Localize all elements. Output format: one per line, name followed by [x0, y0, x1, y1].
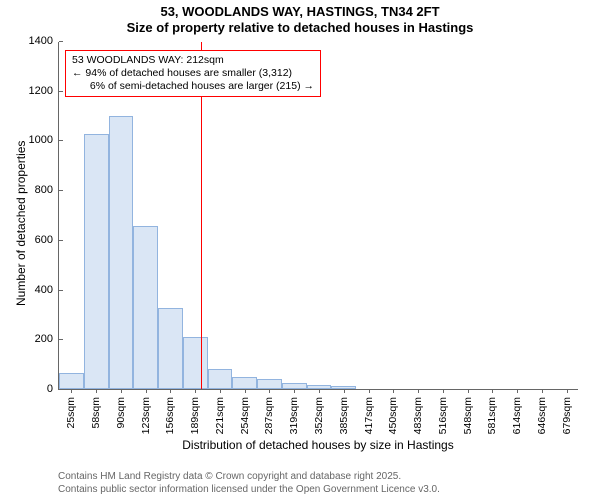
annotation-line: ← 94% of detached houses are smaller (3,…: [72, 67, 314, 80]
y-tick: 0: [47, 383, 59, 395]
annotation-line: 53 WOODLANDS WAY: 212sqm: [72, 54, 314, 67]
x-tick: 483sqm: [412, 393, 424, 434]
histogram-bar: [208, 369, 233, 389]
title-line-1: 53, WOODLANDS WAY, HASTINGS, TN34 2FT: [0, 4, 600, 20]
histogram-bar: [307, 385, 332, 389]
x-tick: 385sqm: [338, 393, 350, 434]
x-tick: 352sqm: [313, 393, 325, 434]
x-tick: 221sqm: [214, 393, 226, 434]
x-tick: 189sqm: [189, 393, 201, 434]
title-line-2: Size of property relative to detached ho…: [0, 20, 600, 36]
y-tick: 200: [35, 333, 59, 345]
attribution-footer: Contains HM Land Registry data © Crown c…: [58, 471, 440, 496]
x-tick: 581sqm: [486, 393, 498, 434]
histogram-bar: [84, 134, 109, 389]
x-tick: 156sqm: [164, 393, 176, 434]
y-tick: 800: [35, 184, 59, 196]
plot-area: 020040060080010001200140025sqm58sqm90sqm…: [58, 42, 578, 390]
x-tick: 516sqm: [437, 393, 449, 434]
histogram-bar: [232, 377, 257, 389]
x-tick: 287sqm: [263, 393, 275, 434]
chart-title: 53, WOODLANDS WAY, HASTINGS, TN34 2FT Si…: [0, 0, 600, 37]
x-tick: 123sqm: [140, 393, 152, 434]
x-tick: 58sqm: [90, 393, 102, 429]
histogram-bar: [282, 383, 307, 389]
x-tick: 90sqm: [115, 393, 127, 429]
x-tick: 254sqm: [239, 393, 251, 434]
annotation-box: 53 WOODLANDS WAY: 212sqm← 94% of detache…: [65, 50, 321, 97]
y-tick: 1000: [29, 134, 59, 146]
x-tick: 548sqm: [462, 393, 474, 434]
x-tick: 646sqm: [536, 393, 548, 434]
x-axis-label: Distribution of detached houses by size …: [58, 438, 578, 452]
histogram-bar: [133, 226, 158, 389]
x-tick: 614sqm: [511, 393, 523, 434]
histogram-bar: [158, 308, 183, 389]
y-axis-label: Number of detached properties: [14, 141, 28, 306]
histogram-bar: [109, 116, 134, 389]
y-tick: 1400: [29, 35, 59, 47]
footer-line-1: Contains HM Land Registry data © Crown c…: [58, 471, 440, 484]
x-tick: 450sqm: [387, 393, 399, 434]
y-tick: 600: [35, 234, 59, 246]
chart-container: 53, WOODLANDS WAY, HASTINGS, TN34 2FT Si…: [0, 0, 600, 500]
x-tick: 417sqm: [363, 393, 375, 434]
histogram-bar: [59, 373, 84, 389]
y-tick: 400: [35, 284, 59, 296]
histogram-bar: [257, 379, 282, 389]
x-tick: 319sqm: [288, 393, 300, 434]
histogram-bar: [183, 337, 208, 389]
footer-line-2: Contains public sector information licen…: [58, 484, 440, 497]
x-tick: 679sqm: [561, 393, 573, 434]
y-tick: 1200: [29, 85, 59, 97]
histogram-bar: [331, 386, 356, 389]
x-tick: 25sqm: [65, 393, 77, 429]
annotation-line: 6% of semi-detached houses are larger (2…: [72, 80, 314, 93]
